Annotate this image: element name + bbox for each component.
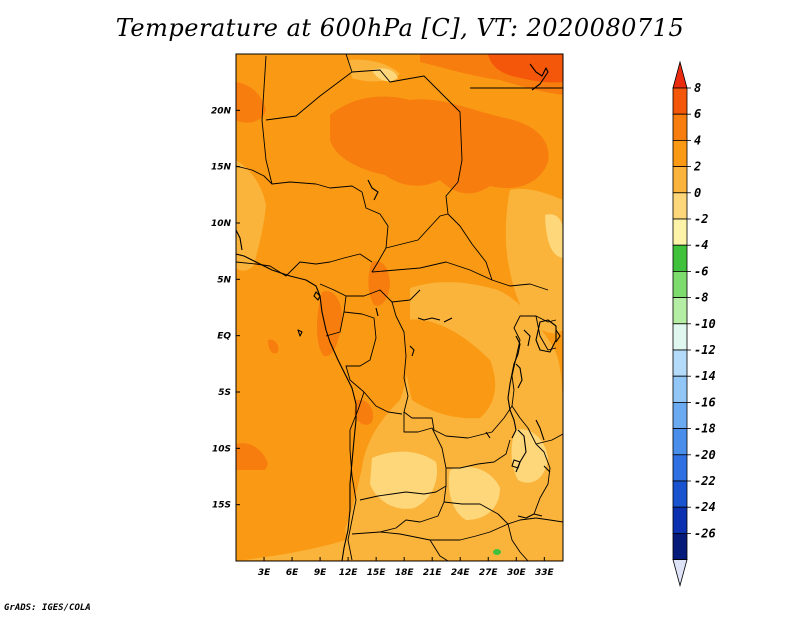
lat-tick-label: 20N (211, 106, 232, 116)
lon-tick-label: 21E (423, 568, 443, 578)
colorbar-swatch (672, 480, 688, 508)
colorbar-swatch (672, 454, 688, 482)
colorbar-label: -2 (694, 212, 708, 226)
hot-region-north-east (488, 54, 563, 83)
lat-tick-label: 15N (211, 163, 232, 173)
colorbar-label: -12 (694, 343, 716, 357)
cool-patch-zimbabwe (448, 466, 500, 520)
colorbar-swatch (672, 506, 688, 534)
lon-axis: 3E 6E 9E 12E 15E 18E 21E 24E 27E 30E 33E (258, 557, 555, 578)
colorbar-label: -24 (694, 500, 716, 514)
colorbar-swatch (672, 218, 688, 246)
colorbar-swatch (672, 401, 688, 429)
lon-tick-label: 27E (479, 568, 499, 578)
colorbar: 8 6 4 2 0 -2 -4 -6 -8 -10 -12 -14 -16 -18 -20 -22 -24 -26 (672, 60, 716, 588)
warm-region-gulf (268, 339, 279, 354)
colorbar-swatch (672, 166, 688, 194)
lat-tick-label: 15S (212, 501, 231, 511)
cool-patch-east (545, 214, 563, 258)
colorbar-label: 0 (694, 186, 701, 200)
cool-patch-sahara (372, 68, 398, 82)
cool-patch-mozambique (511, 429, 548, 483)
lon-tick-label: 24E (451, 568, 471, 578)
colorbar-label: -16 (694, 395, 716, 409)
lon-tick-label: 30E (507, 568, 527, 578)
colorbar-label: -14 (694, 369, 716, 383)
colorbar-label: -26 (694, 526, 716, 540)
colorbar-swatch (672, 297, 688, 325)
lon-tick-label: 15E (367, 568, 387, 578)
country-boundaries (236, 54, 563, 561)
warm-region-sahara (330, 96, 549, 194)
colorbar-swatch (672, 113, 688, 141)
colorbar-label: 4 (694, 133, 701, 147)
colorbar-swatch (672, 323, 688, 351)
lon-tick-label: 6E (286, 568, 299, 578)
cold-spot (493, 549, 501, 555)
warm-region-gabon (316, 291, 342, 357)
colorbar-swatch (672, 533, 688, 561)
colorbar-label: -20 (694, 448, 716, 462)
colorbar-label: -6 (694, 264, 708, 278)
temperature-field (236, 54, 563, 561)
colorbar-swatch (672, 87, 688, 115)
base-region-southwest (236, 470, 346, 561)
lon-tick-label: 12E (339, 568, 359, 578)
colorbar-label: 6 (694, 107, 701, 121)
colorbar-label: -18 (694, 422, 716, 436)
lon-tick-label: 9E (314, 568, 327, 578)
colorbar-swatch (672, 244, 688, 272)
base-region-central (404, 319, 496, 419)
colorbar-top-arrow (672, 60, 688, 89)
lon-tick-label: 33E (535, 568, 555, 578)
grads-credit: GrADS: IGES/COLA (4, 603, 91, 613)
warm-region-angola-coast (354, 399, 374, 425)
coastlines-and-lakes (236, 63, 561, 561)
lat-tick-label: 10N (211, 219, 232, 229)
colorbar-label: 2 (693, 160, 701, 174)
colorbar-label: -10 (694, 317, 716, 331)
lat-axis: 20N 15N 10N 5N EQ 5S 10S 15S (211, 106, 240, 511)
lon-tick-label: 18E (395, 568, 415, 578)
colorbar-swatch (672, 349, 688, 377)
map-frame (235, 53, 564, 562)
lat-tick-label: 5N (217, 275, 231, 285)
colorbar-label: -22 (694, 474, 716, 488)
colorbar-label: 8 (694, 81, 701, 95)
colorbar-swatch (672, 270, 688, 298)
cool-region-sahel-west (236, 160, 266, 271)
chart-title: Temperature at 600hPa [C], VT: 202008071… (115, 14, 685, 42)
colorbar-swatch (672, 192, 688, 220)
colorbar-swatch (672, 375, 688, 403)
lat-tick-label: 5S (218, 388, 231, 398)
warm-region-west-top (236, 82, 266, 123)
lat-tick-label: 10S (212, 444, 231, 454)
colorbar-label: -4 (694, 238, 708, 252)
colorbar-label: -8 (694, 291, 708, 305)
colorbar-bottom-arrow (672, 559, 688, 588)
lat-tick-label: EQ (217, 332, 231, 342)
colorbar-swatch (672, 139, 688, 167)
colorbar-swatch (672, 428, 688, 456)
lon-tick-label: 3E (258, 568, 271, 578)
